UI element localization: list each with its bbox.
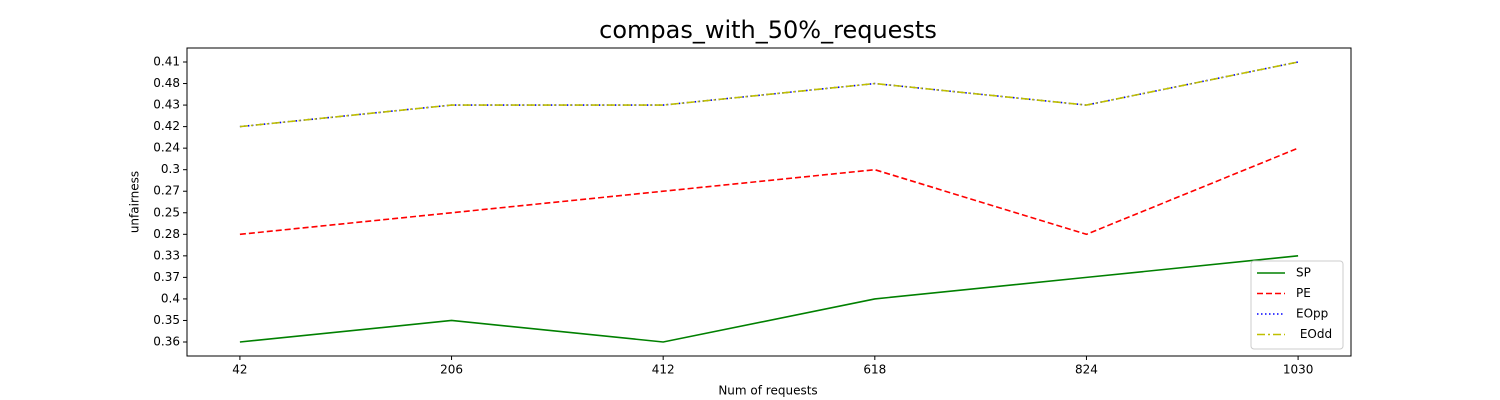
y-tick-label: 0.37 [153, 270, 180, 284]
x-axis-label: Num of requests [718, 384, 817, 398]
legend-label: PE [1296, 286, 1311, 300]
y-tick-label: 0.24 [153, 141, 180, 155]
x-tick-label: 42 [232, 363, 247, 377]
legend-label: EOpp [1296, 307, 1328, 321]
y-tick-label: 0.43 [153, 98, 180, 112]
x-tick-label: 1030 [1283, 363, 1314, 377]
y-axis-label: unfairness [128, 171, 142, 233]
y-tick-label: 0.28 [153, 227, 180, 241]
y-tick-label: 0.3 [161, 162, 180, 176]
plot-frame [186, 47, 1352, 357]
legend-label: SP [1296, 266, 1311, 280]
y-tick-label: 0.41 [153, 55, 180, 69]
y-tick-label: 0.25 [153, 205, 180, 219]
series-line [239, 147, 1299, 236]
y-tick-label: 0.36 [153, 335, 180, 349]
x-tick-label: 824 [1075, 363, 1098, 377]
x-tick-label: 206 [440, 363, 463, 377]
legend-box [1250, 260, 1344, 350]
x-tick-label: 618 [863, 363, 886, 377]
y-tick-label: 0.33 [153, 248, 180, 262]
legend-label: EOdd [1296, 327, 1332, 341]
y-tick-label: 0.4 [161, 291, 180, 305]
x-tick-label: 412 [652, 363, 675, 377]
y-tick-label: 0.35 [153, 313, 180, 327]
chart-title: compas_with_50%_requests [599, 16, 937, 44]
series-line [239, 255, 1299, 343]
series-line [239, 61, 1299, 128]
y-tick-label: 0.48 [153, 76, 180, 90]
y-tick-label: 0.42 [153, 119, 180, 133]
y-tick-label: 0.27 [153, 184, 180, 198]
